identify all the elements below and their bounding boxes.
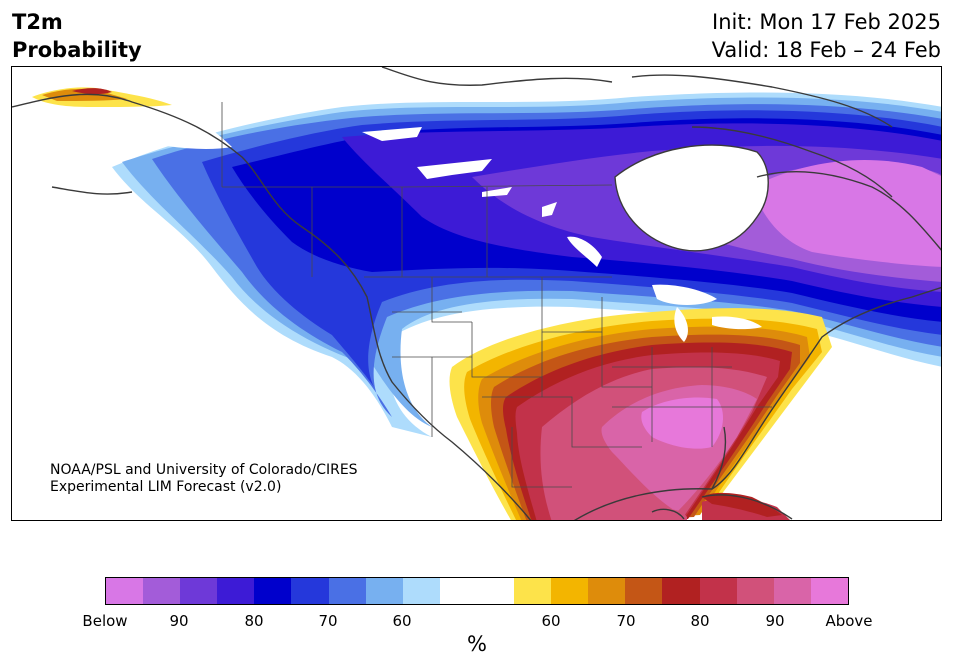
colorbar-segment <box>328 578 366 604</box>
credit-model: Experimental LIM Forecast (v2.0) <box>50 479 282 495</box>
colorbar-tick-above-70: 70 <box>616 612 636 630</box>
credits: NOAA/PSL and University of Colorado/CIRE… <box>50 462 358 496</box>
map-svg <box>12 67 941 520</box>
init-date: Init: Mon 17 Feb 2025 <box>712 10 941 34</box>
colorbar-segment <box>588 578 626 604</box>
colorbar-segment <box>143 578 181 604</box>
colorbar-tick-below-80: 80 <box>244 612 264 630</box>
title-variable: T2m <box>12 10 63 34</box>
country-state-borders <box>221 102 772 488</box>
colorbar-segment <box>476 578 515 604</box>
colorbar-segment <box>180 578 218 604</box>
colorbar-tick-below: Below <box>82 612 128 630</box>
colorbar <box>105 577 849 605</box>
forecast-dates: Init: Mon 17 Feb 2025 Valid: 18 Feb – 24… <box>712 8 941 64</box>
colorbar-segment <box>291 578 329 604</box>
colorbar-tick-below-90: 90 <box>169 612 189 630</box>
probability-map: NOAA/PSL and University of Colorado/CIRE… <box>11 66 942 521</box>
colorbar-tick-below-60: 60 <box>392 612 412 630</box>
valid-range: Valid: 18 Feb – 24 Feb <box>711 38 941 62</box>
colorbar-tick-above-90: 90 <box>765 612 785 630</box>
water-bodies <box>362 127 769 342</box>
colorbar-segment <box>402 578 440 604</box>
title-product: Probability <box>12 38 142 62</box>
colorbar-segment <box>810 578 848 604</box>
credit-institution: NOAA/PSL and University of Colorado/CIRE… <box>50 462 358 478</box>
colorbar-segment <box>736 578 774 604</box>
colorbar-segment <box>699 578 737 604</box>
map-title: T2m Probability <box>12 8 142 64</box>
colorbar-units: % <box>467 632 487 656</box>
coastlines <box>12 67 941 520</box>
colorbar-segment <box>217 578 255 604</box>
colorbar-segment <box>625 578 663 604</box>
above-normal-shading <box>32 87 832 520</box>
colorbar-segment <box>254 578 292 604</box>
colorbar-tick-above-80: 80 <box>690 612 710 630</box>
colorbar-tick-above: Above <box>825 612 873 630</box>
colorbar-tick-below-70: 70 <box>318 612 338 630</box>
colorbar-segment <box>773 578 811 604</box>
colorbar-segment <box>514 578 552 604</box>
colorbar-segment <box>106 578 144 604</box>
colorbar-segment <box>662 578 700 604</box>
colorbar-tick-above-60: 60 <box>541 612 561 630</box>
colorbar-segment <box>551 578 589 604</box>
colorbar-segment <box>439 578 477 604</box>
colorbar-segment <box>365 578 403 604</box>
